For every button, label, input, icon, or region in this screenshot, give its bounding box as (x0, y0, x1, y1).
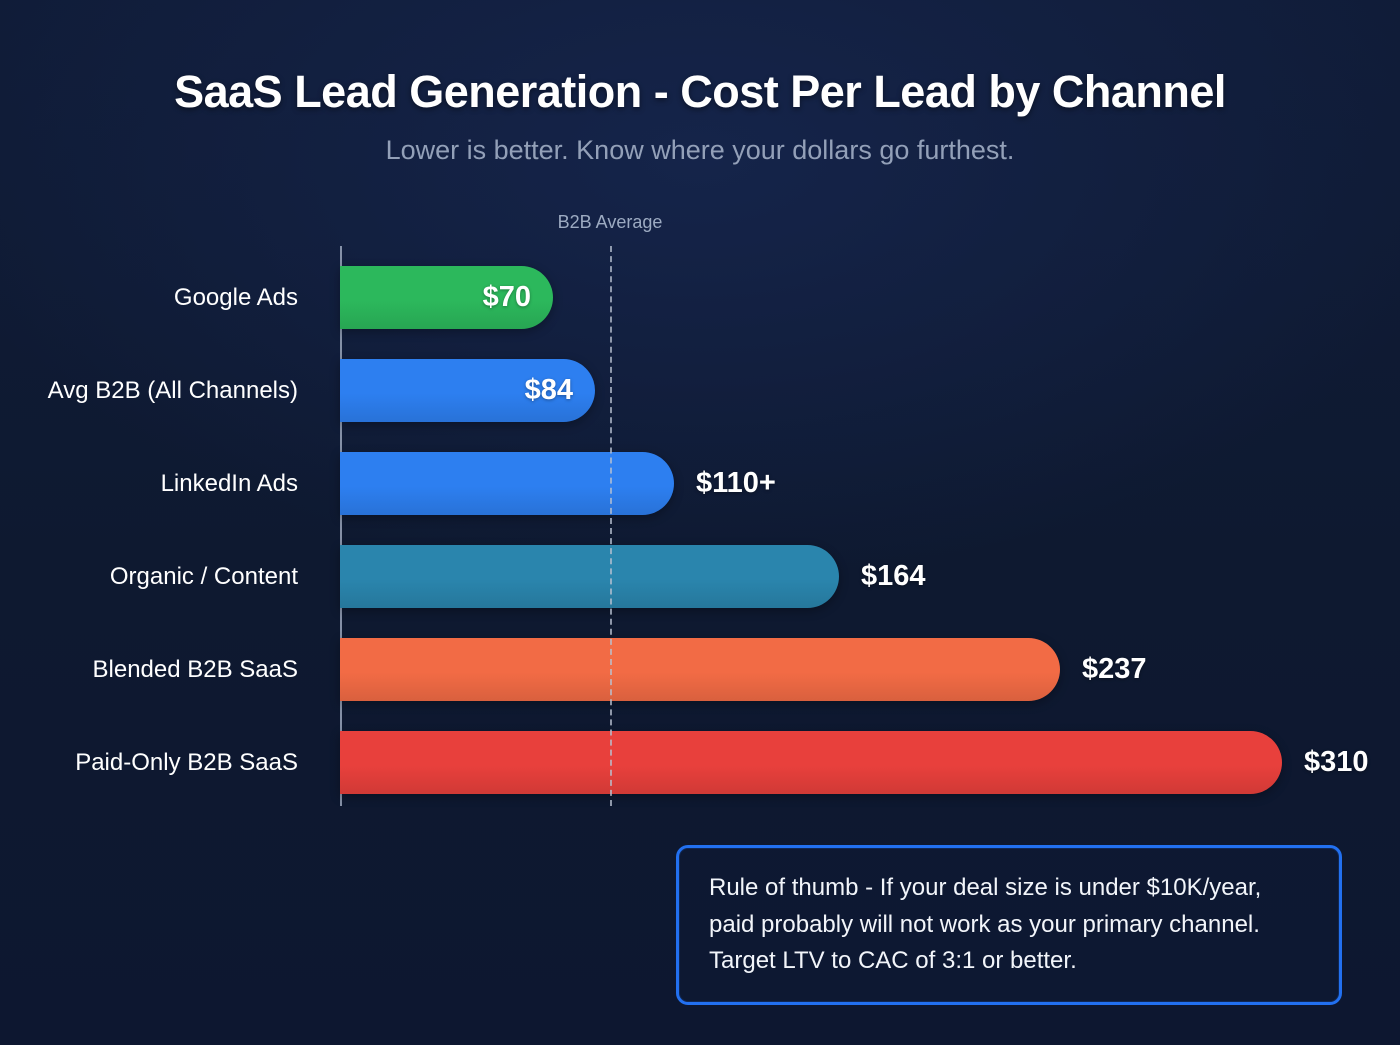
bar[interactable] (340, 452, 674, 515)
bar-category-label: LinkedIn Ads (160, 469, 298, 497)
bar-row: Organic / Content $164 (0, 545, 1400, 608)
bar-value-label: $110+ (696, 467, 776, 499)
y-axis-line (340, 246, 342, 806)
chart-subtitle: Lower is better. Know where your dollars… (385, 135, 1015, 165)
bar-category-label: Organic / Content (109, 562, 298, 590)
bar-category-label: Blended B2B SaaS (92, 655, 299, 683)
bar[interactable]: $84 (340, 359, 595, 422)
bar-row: Blended B2B SaaS $237 (0, 638, 1400, 701)
bar-value-label: $310 (1304, 746, 1369, 778)
bar-row: LinkedIn Ads $110+ (0, 452, 1400, 515)
bar-category-label: Google Ads (173, 283, 298, 311)
bar-category-label: Avg B2B (All Channels) (47, 376, 298, 404)
bar[interactable]: $70 (340, 266, 553, 329)
bar-category-label: Paid-Only B2B SaaS (75, 748, 298, 776)
callout-box: Rule of thumb - If your deal size is und… (676, 845, 1342, 1005)
bar[interactable] (340, 638, 1060, 701)
bar-row: Paid-Only B2B SaaS $310 (0, 731, 1400, 794)
callout-text: Rule of thumb - If your deal size is und… (709, 874, 1262, 975)
average-reference-line (610, 246, 612, 806)
bar-value-label: $164 (861, 560, 926, 592)
bar-row: Google Ads $70 (0, 266, 1400, 329)
bar[interactable] (340, 545, 839, 608)
bar-value-label: $70 (482, 281, 531, 313)
bar-value-label: $84 (524, 374, 573, 406)
chart-title: SaaS Lead Generation - Cost Per Lead by … (174, 66, 1226, 117)
bar-row: Avg B2B (All Channels) $84 (0, 359, 1400, 422)
average-line-label: B2B Average (557, 212, 663, 232)
bar[interactable] (340, 731, 1282, 794)
bar-value-label: $237 (1082, 653, 1147, 685)
